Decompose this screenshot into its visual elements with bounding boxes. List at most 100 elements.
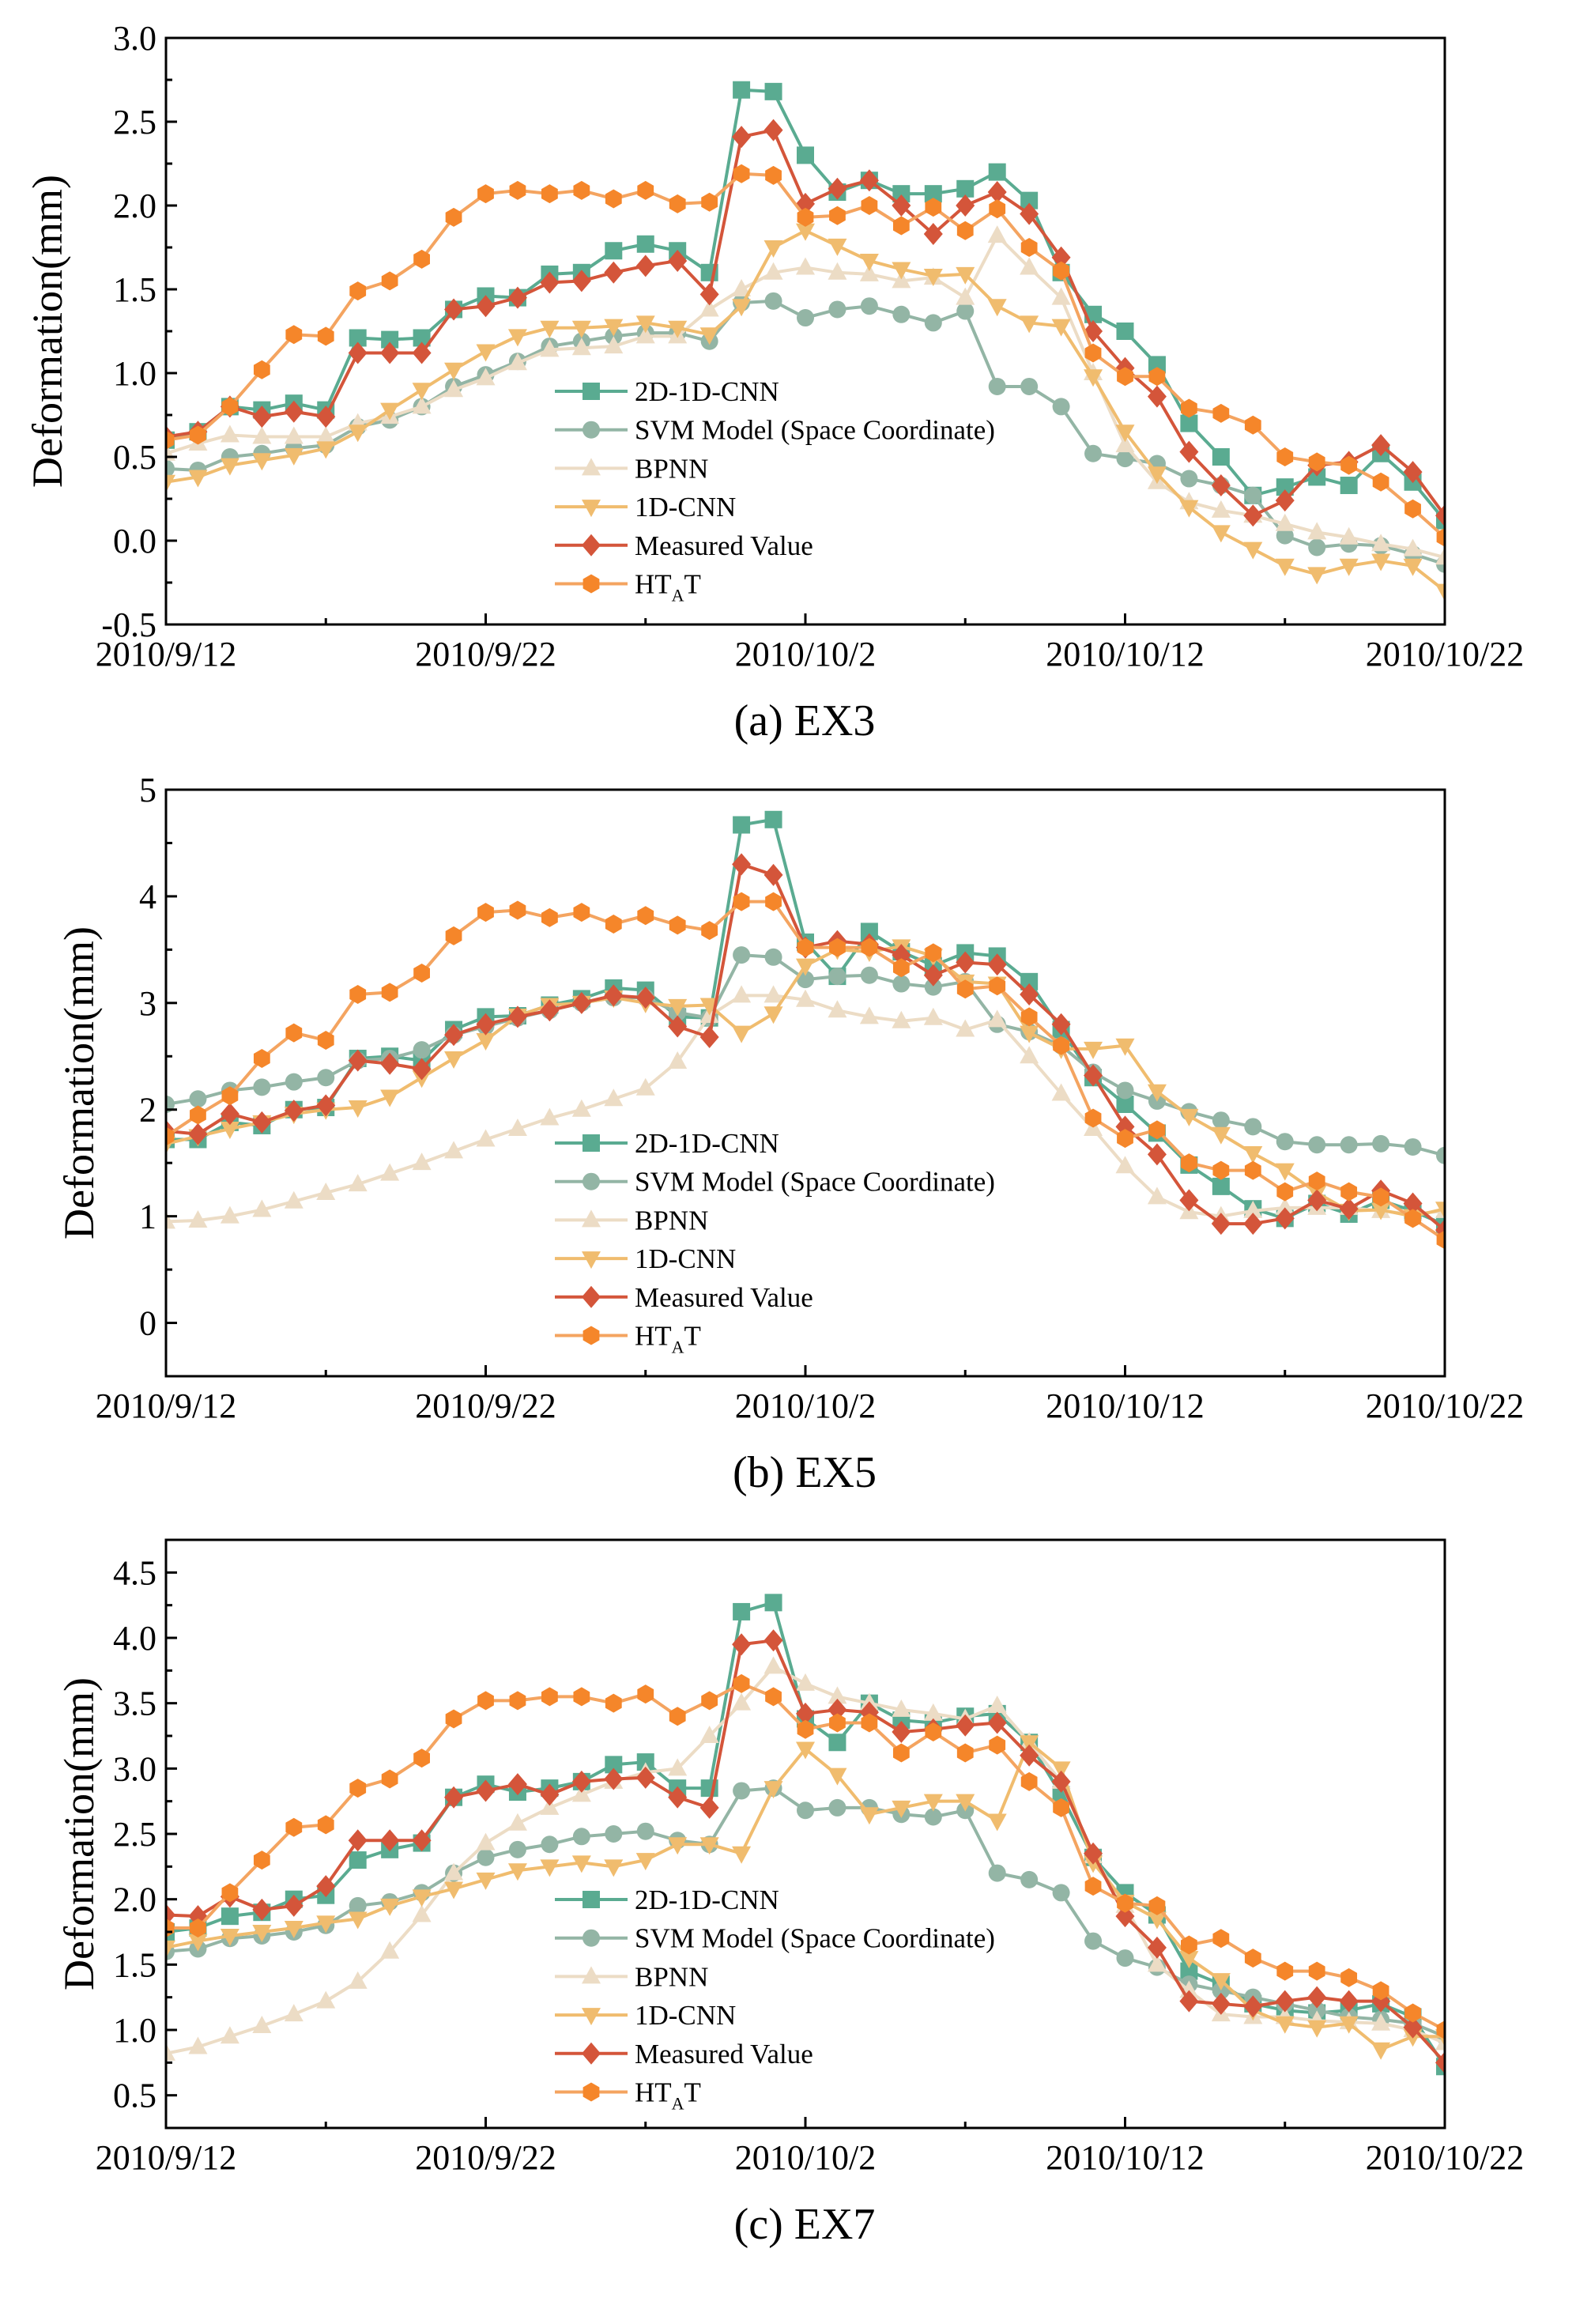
data-point [828,1768,847,1786]
data-point [1147,385,1167,408]
legend-label: HTAT [635,1321,701,1357]
data-point [380,1089,400,1107]
data-point [828,238,847,256]
data-point [220,2026,239,2044]
legend-label: SVM Model (Space Coordinate) [635,415,995,446]
data-point [1117,1893,1133,1913]
data-point [668,998,688,1017]
data-point [1308,538,1326,556]
data-point [637,1685,654,1704]
data-point [796,223,815,241]
data-point [1435,2051,1445,2074]
data-point [540,1107,560,1126]
data-point [1020,377,1039,395]
data-point [1339,1990,1359,2013]
data-point [861,196,878,215]
legend-item: Measured Value [555,2039,813,2069]
data-point [797,1719,814,1739]
x-tick-label: 2010/10/22 [1366,2138,1524,2177]
legend-label-tail: T [684,569,701,600]
data-point [1117,367,1133,387]
data-point [1116,323,1134,340]
data-point [1084,1932,1103,1950]
y-tick-label: 0.5 [113,438,156,477]
data-point [380,1829,400,1852]
data-point [732,299,752,317]
legend-label-text: HT [635,2077,672,2108]
data-point [1307,567,1327,585]
data-point [476,295,496,318]
data-point [1243,1213,1263,1236]
data-point [284,1190,304,1209]
panel-caption: (c) EX7 [734,2200,876,2249]
data-point [316,1875,336,1898]
data-point [1148,1896,1166,1915]
legend-label-text: Measured Value [635,2039,813,2069]
data-point [1276,447,1294,466]
data-point [444,298,464,321]
data-point [1212,403,1230,423]
data-point [1053,1798,1069,1817]
data-point [987,1711,1007,1734]
data-point [1212,1177,1230,1195]
data-point [1435,583,1445,602]
data-point [892,185,911,203]
data-point [605,914,622,934]
data-point [507,1813,527,1831]
data-point [413,249,430,269]
data-point [349,1779,367,1798]
data-point [220,458,239,476]
data-point [988,163,1006,181]
data-point [892,1800,911,1818]
data-point [444,362,464,380]
data-point [987,225,1007,243]
data-point [444,1141,464,1159]
data-point [892,1743,910,1763]
data-point [221,1907,239,1926]
data-point [635,987,655,1009]
data-point [699,1726,719,1743]
legend-marker-icon [583,383,600,400]
data-point [541,907,558,927]
data-point [604,319,624,337]
data-point [987,299,1007,317]
data-point [252,2016,272,2034]
data-point [1371,1202,1391,1220]
data-point [380,341,400,364]
data-point [540,1783,560,1806]
data-point [732,1692,752,1711]
data-point [956,1714,975,1737]
data-point [925,198,942,217]
data-point [635,1077,655,1096]
data-point [1276,526,1294,545]
legend: 2D-1D-CNN SVM Model (Space Coordinate) BPN… [555,1884,995,2114]
data-point [829,938,846,957]
y-tick-label: 1.5 [113,270,156,309]
legend-item: HTAT [555,569,701,606]
legend-item: 2D-1D-CNN [555,1128,779,1159]
data-point [571,338,591,356]
legend-label: Measured Value [635,1282,813,1313]
data-point [1307,522,1327,540]
x-tick-label: 2010/9/22 [415,1386,556,1425]
chart-panel-2: 0 1 2 3 4 5 2010/9/12 2010/9/22 2010/10/2 2010/10… [55,771,1524,1497]
data-point [285,1817,303,1837]
data-point [252,1111,272,1134]
data-point [828,300,846,319]
data-point [166,1126,175,1146]
data-point [1339,558,1359,576]
data-point [1212,448,1230,466]
data-point [892,944,911,967]
data-point [1372,1134,1390,1153]
legend-item: Measured Value [555,1282,813,1313]
data-point [797,971,814,989]
data-point [188,1122,208,1145]
data-point [987,1695,1007,1713]
data-point [859,169,879,192]
data-point [380,1898,400,1916]
data-point [412,1153,432,1171]
legend-label: HTAT [635,2077,701,2114]
data-point [1340,1136,1358,1154]
data-point [1339,1198,1359,1220]
legend-label-text: BPNN [635,1961,708,1992]
